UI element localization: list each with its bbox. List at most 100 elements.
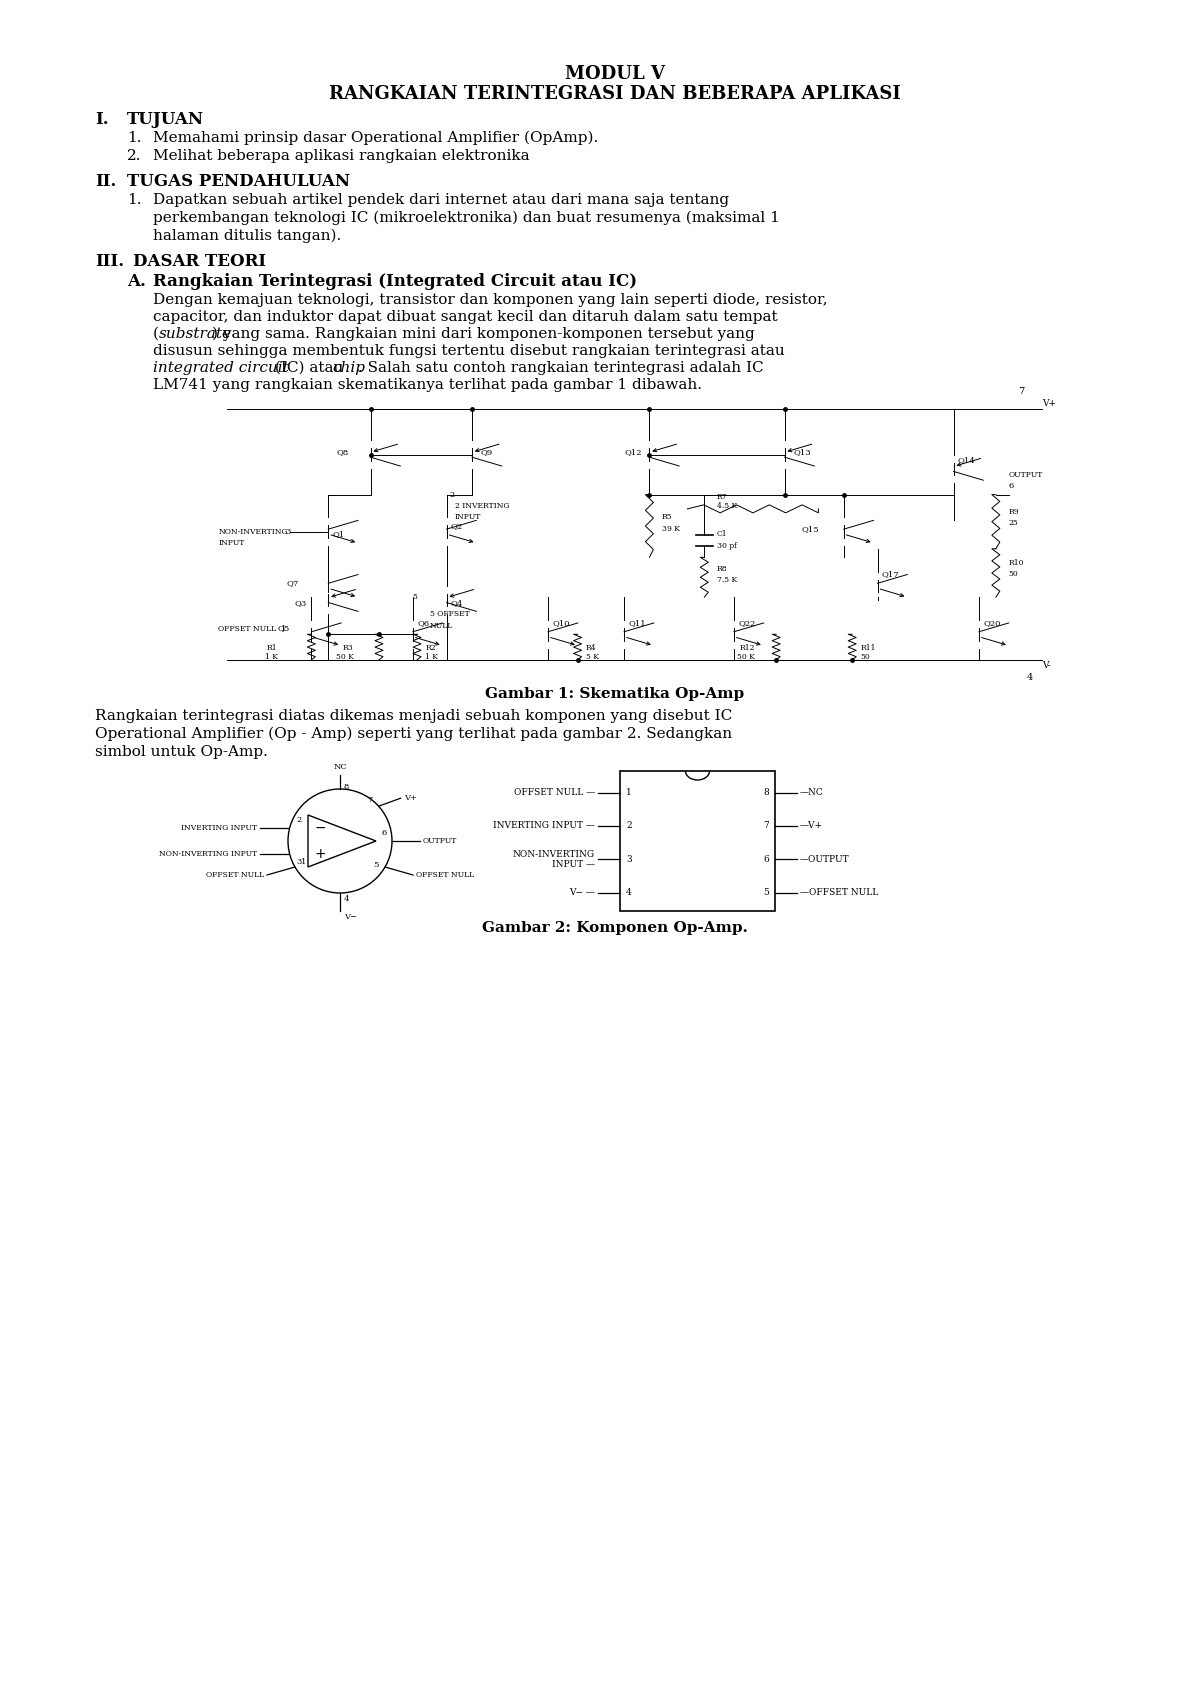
Text: +: + xyxy=(314,847,326,860)
Text: Gambar 2: Komponen Op-Amp.: Gambar 2: Komponen Op-Amp. xyxy=(482,921,748,935)
Text: R2: R2 xyxy=(426,645,436,653)
Text: 1: 1 xyxy=(301,859,306,865)
Text: V-: V- xyxy=(1043,662,1051,670)
Text: 3: 3 xyxy=(296,859,301,865)
Text: R12: R12 xyxy=(739,645,755,653)
Text: R10: R10 xyxy=(1008,558,1024,567)
Text: 1.: 1. xyxy=(127,193,142,207)
Text: 7: 7 xyxy=(763,821,769,830)
Text: 25: 25 xyxy=(1008,519,1019,528)
Text: Q5: Q5 xyxy=(277,624,290,633)
Text: 50: 50 xyxy=(1008,570,1019,579)
Text: 1: 1 xyxy=(626,787,631,798)
Text: Q2: Q2 xyxy=(451,523,463,529)
Text: (: ( xyxy=(154,328,158,341)
Text: 2: 2 xyxy=(626,821,631,830)
Text: R7: R7 xyxy=(718,494,727,501)
Text: NON-INVERTING INPUT: NON-INVERTING INPUT xyxy=(158,850,257,859)
Text: −: − xyxy=(314,821,326,835)
Text: OFFSET NULL: OFFSET NULL xyxy=(206,871,264,879)
Text: Rangkaian Terintegrasi (Integrated Circuit atau IC): Rangkaian Terintegrasi (Integrated Circu… xyxy=(154,273,637,290)
Text: Q14: Q14 xyxy=(958,456,976,465)
Text: Q22: Q22 xyxy=(738,619,756,626)
Text: R9: R9 xyxy=(1008,507,1019,516)
Text: 50 K: 50 K xyxy=(737,653,755,662)
Text: C1: C1 xyxy=(718,531,727,538)
Text: (IC) atau: (IC) atau xyxy=(270,361,348,375)
Text: 4: 4 xyxy=(626,888,631,898)
Text: 7: 7 xyxy=(367,796,373,804)
Text: —OUTPUT: —OUTPUT xyxy=(800,855,850,864)
Text: 39 K: 39 K xyxy=(662,524,680,533)
Text: Q1: Q1 xyxy=(332,531,344,538)
Text: RANGKAIAN TERINTEGRASI DAN BEBERAPA APLIKASI: RANGKAIAN TERINTEGRASI DAN BEBERAPA APLI… xyxy=(329,85,901,104)
Text: . Salah satu contoh rangkaian terintegrasi adalah IC: . Salah satu contoh rangkaian terintegra… xyxy=(358,361,763,375)
Text: 2 INVERTING: 2 INVERTING xyxy=(455,502,510,511)
Text: R3: R3 xyxy=(343,645,354,653)
Text: NULL: NULL xyxy=(430,621,452,630)
Text: Q9: Q9 xyxy=(480,448,493,456)
Text: 2.: 2. xyxy=(127,149,142,163)
Text: 3: 3 xyxy=(626,855,631,864)
Text: V− —: V− — xyxy=(569,888,595,898)
Text: 5: 5 xyxy=(373,860,379,869)
Text: Q20: Q20 xyxy=(983,619,1001,626)
Text: ) yang sama. Rangkaian mini dari komponen-komponen tersebut yang: ) yang sama. Rangkaian mini dari kompone… xyxy=(212,328,755,341)
Text: 6: 6 xyxy=(382,830,388,837)
Text: Q6: Q6 xyxy=(418,619,430,626)
Text: simbol untuk Op-Amp.: simbol untuk Op-Amp. xyxy=(95,745,268,759)
Text: —V+: —V+ xyxy=(800,821,823,830)
Text: —NC: —NC xyxy=(800,787,823,798)
Text: Q8: Q8 xyxy=(337,448,349,456)
Text: 4.5 K: 4.5 K xyxy=(718,502,737,511)
Bar xyxy=(620,770,775,911)
Text: halaman ditulis tangan).: halaman ditulis tangan). xyxy=(154,229,341,243)
Text: Q13: Q13 xyxy=(793,448,811,456)
Text: DASAR TEORI: DASAR TEORI xyxy=(133,253,266,270)
Text: Q7: Q7 xyxy=(286,579,299,587)
Text: R5: R5 xyxy=(662,514,673,521)
Text: R1: R1 xyxy=(266,645,277,653)
Text: OFFSET NULL: OFFSET NULL xyxy=(416,871,474,879)
Text: 8: 8 xyxy=(763,787,769,798)
Text: integrated circuit: integrated circuit xyxy=(154,361,289,375)
Text: 7: 7 xyxy=(1018,387,1025,397)
Text: OUTPUT: OUTPUT xyxy=(424,837,457,845)
Text: Gambar 1: Skematika Op-Amp: Gambar 1: Skematika Op-Amp xyxy=(486,687,744,701)
Text: Q15: Q15 xyxy=(802,524,820,533)
Text: MODUL V: MODUL V xyxy=(565,64,665,83)
Text: 1 K: 1 K xyxy=(426,653,438,662)
Text: R8: R8 xyxy=(718,565,727,572)
Text: 2: 2 xyxy=(296,816,301,825)
Text: INPUT: INPUT xyxy=(218,540,245,546)
Text: Melihat beberapa aplikasi rangkaian elektronika: Melihat beberapa aplikasi rangkaian elek… xyxy=(154,149,529,163)
Text: III.: III. xyxy=(95,253,124,270)
Text: OFFSET NULL —: OFFSET NULL — xyxy=(514,787,595,798)
Text: INVERTING INPUT: INVERTING INPUT xyxy=(181,825,257,832)
Text: 4: 4 xyxy=(344,894,349,903)
Text: NON-INVERTING
INPUT —: NON-INVERTING INPUT — xyxy=(512,850,595,869)
Text: NC: NC xyxy=(334,764,347,770)
Text: Dengan kemajuan teknologi, transistor dan komponen yang lain seperti diode, resi: Dengan kemajuan teknologi, transistor da… xyxy=(154,294,828,307)
Text: Q11: Q11 xyxy=(629,619,646,626)
Text: LM741 yang rangkaian skematikanya terlihat pada gambar 1 dibawah.: LM741 yang rangkaian skematikanya terlih… xyxy=(154,378,702,392)
Text: perkembangan teknologi IC (mikroelektronika) dan buat resumenya (maksimal 1: perkembangan teknologi IC (mikroelektron… xyxy=(154,210,780,226)
Text: 8: 8 xyxy=(344,782,349,791)
Text: R4: R4 xyxy=(586,645,596,653)
Text: 4: 4 xyxy=(1026,672,1033,682)
Text: V+: V+ xyxy=(403,794,416,803)
Text: V−: V− xyxy=(344,913,358,921)
Text: OUTPUT: OUTPUT xyxy=(1008,470,1043,479)
Text: II.: II. xyxy=(95,173,116,190)
Text: Q17: Q17 xyxy=(882,570,900,579)
Text: I.: I. xyxy=(95,110,109,127)
Text: INPUT: INPUT xyxy=(455,514,481,521)
Text: disusun sehingga membentuk fungsi tertentu disebut rangkaian terintegrasi atau: disusun sehingga membentuk fungsi terten… xyxy=(154,344,785,358)
Text: 50 K: 50 K xyxy=(336,653,354,662)
Text: R11: R11 xyxy=(860,645,876,653)
Text: Dapatkan sebuah artikel pendek dari internet atau dari mana saja tentang: Dapatkan sebuah artikel pendek dari inte… xyxy=(154,193,730,207)
Text: 1 K: 1 K xyxy=(265,653,277,662)
Text: TUGAS PENDAHULUAN: TUGAS PENDAHULUAN xyxy=(127,173,350,190)
Text: Memahami prinsip dasar Operational Amplifier (OpAmp).: Memahami prinsip dasar Operational Ampli… xyxy=(154,131,599,146)
Text: capacitor, dan induktor dapat dibuat sangat kecil dan ditaruh dalam satu tempat: capacitor, dan induktor dapat dibuat san… xyxy=(154,311,778,324)
